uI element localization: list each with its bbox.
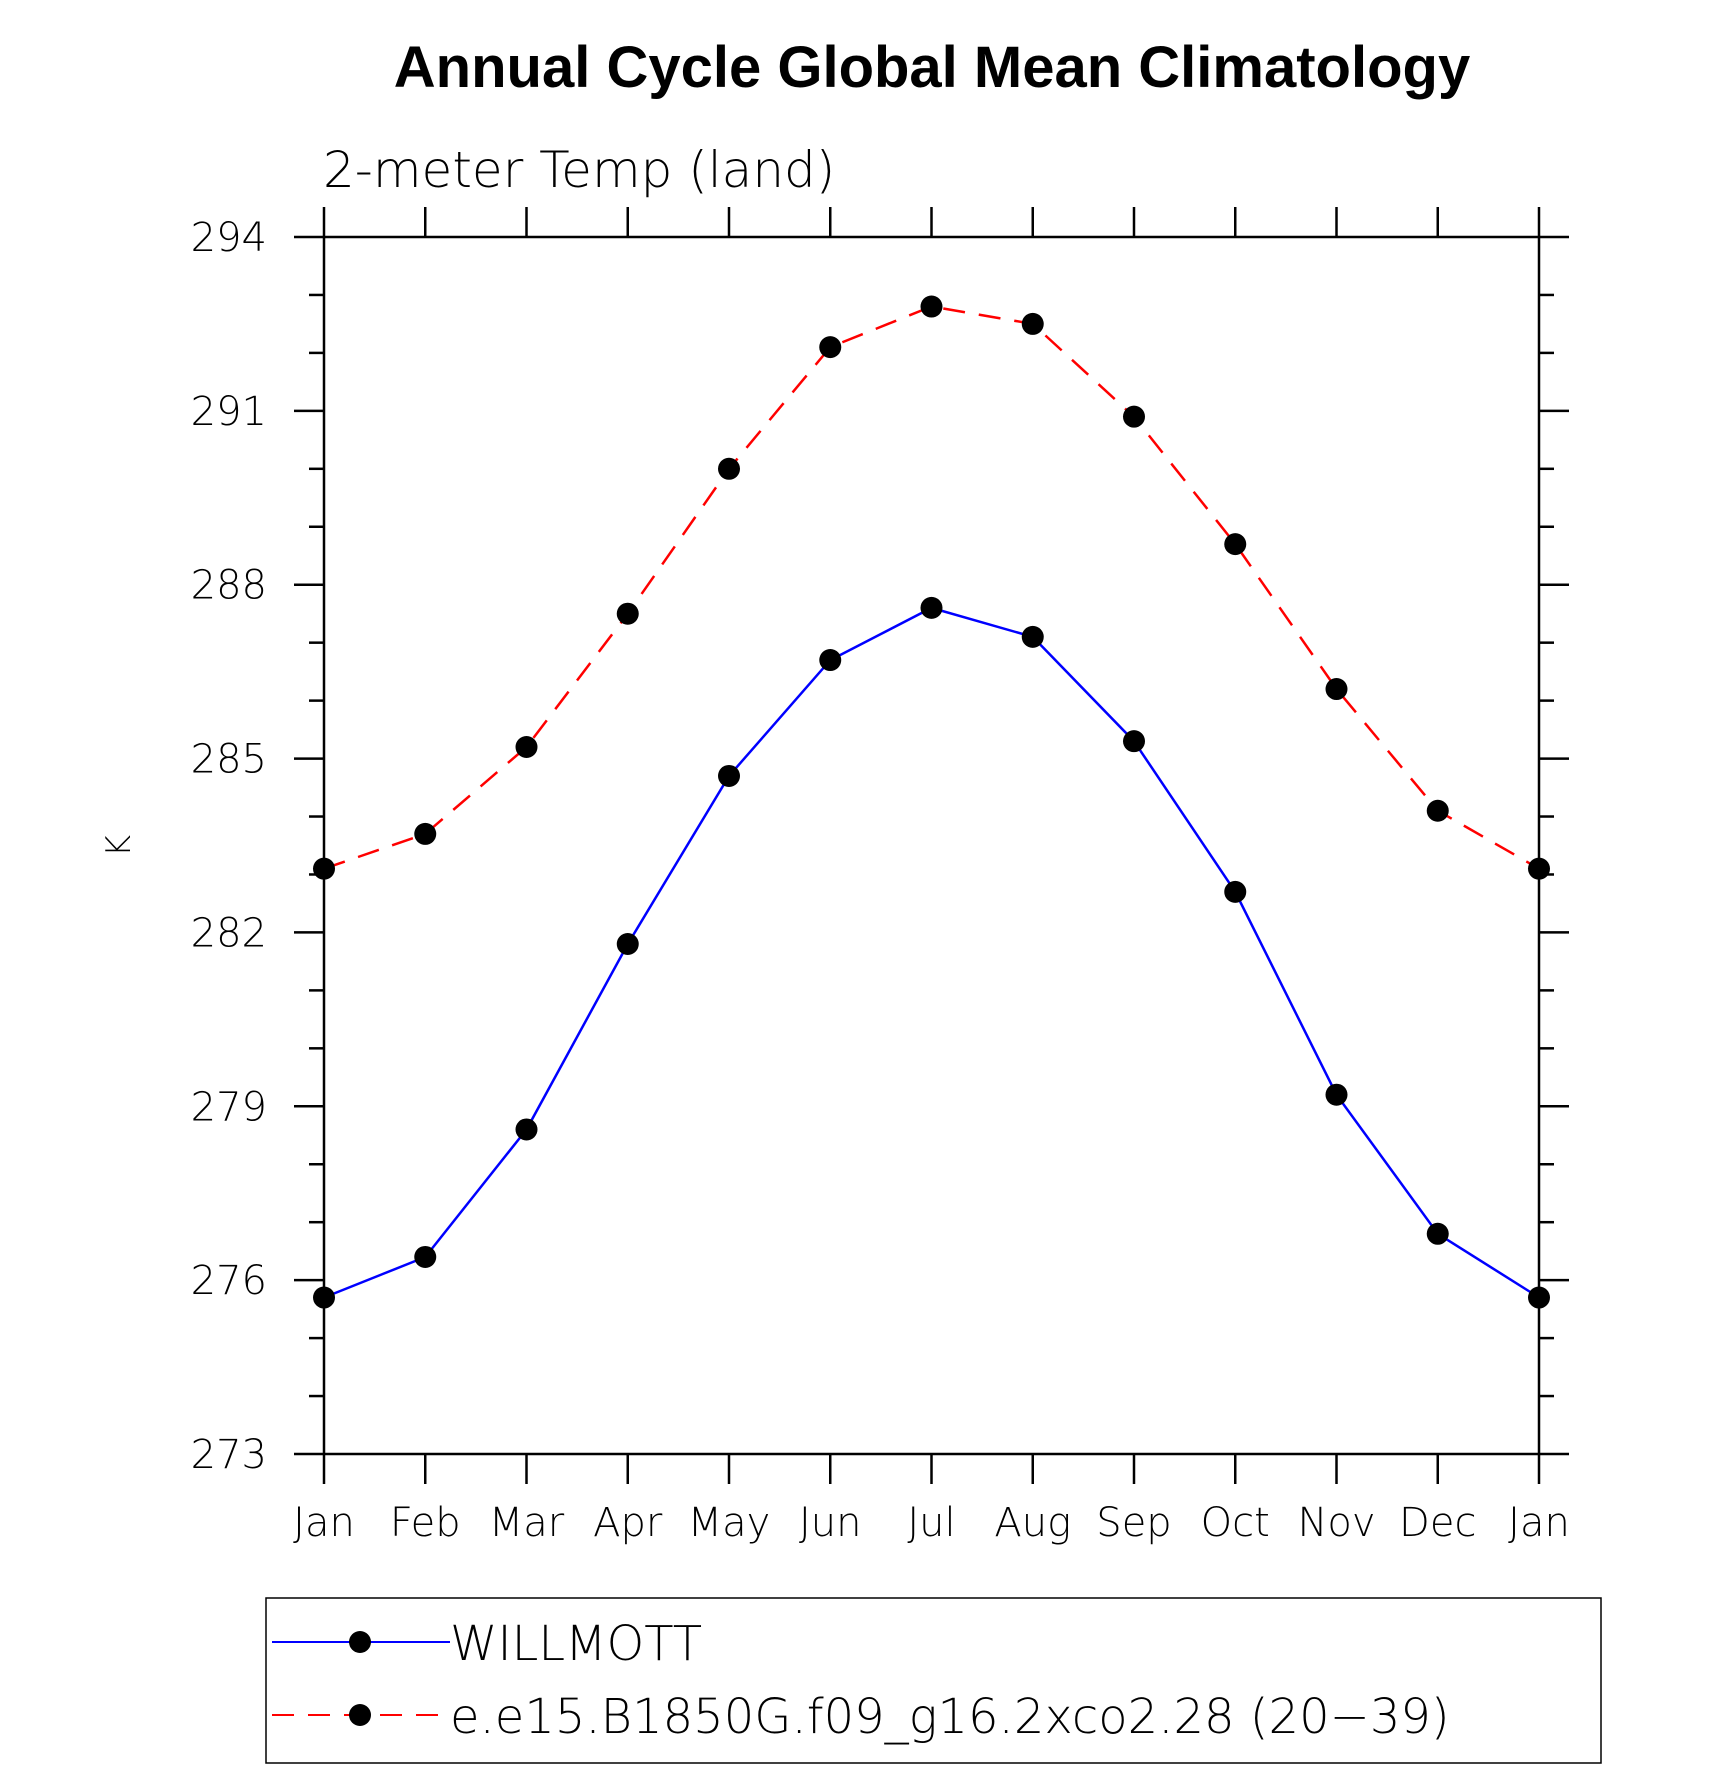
data-point-1-8: [1123, 405, 1145, 428]
x-tick-label: Jan: [293, 1500, 355, 1546]
data-point-0-0: [313, 1286, 335, 1309]
data-point-1-4: [718, 457, 740, 480]
data-point-0-3: [616, 933, 639, 956]
x-tick-label: Feb: [390, 1500, 461, 1546]
data-point-1-3: [616, 602, 639, 625]
x-tick-label: May: [688, 1500, 771, 1546]
x-tick-label: Apr: [593, 1500, 663, 1546]
x-tick-label: Dec: [1399, 1500, 1476, 1546]
data-point-0-11: [1426, 1222, 1449, 1245]
x-tick-label: Jul: [907, 1500, 955, 1546]
data-point-0-12: [1528, 1286, 1550, 1309]
data-point-0-2: [515, 1118, 538, 1141]
series-group: [313, 295, 1550, 1309]
x-tick-labels: Jan Feb Mar Apr May Jun Jul Aug Sep Oct Nov Dec Jan: [293, 1500, 1570, 1546]
legend-marker-willmott: [349, 1631, 371, 1653]
data-point-1-7: [1021, 312, 1044, 335]
x-tick-label: Mar: [489, 1500, 565, 1546]
data-point-1-10: [1325, 678, 1348, 701]
legend-label-willmott: WILLMOTT: [450, 1616, 702, 1672]
x-tick-label: Jun: [799, 1500, 862, 1546]
data-point-0-1: [414, 1245, 437, 1268]
data-point-0-5: [819, 649, 842, 672]
data-point-1-6: [920, 295, 943, 318]
y-tick-label: 276: [191, 1258, 267, 1304]
y-tick-label: 282: [191, 910, 267, 956]
data-point-1-11: [1426, 799, 1449, 822]
data-point-0-9: [1224, 880, 1247, 903]
y-tick-label: 291: [191, 389, 267, 435]
legend-label-model: e.e15.B1850G.f09_g16.2xco2.28 (20−39): [450, 1689, 1450, 1745]
x-tick-label: Oct: [1201, 1500, 1270, 1546]
x-tick-label: Jan: [1508, 1500, 1570, 1546]
y-tick-label: 273: [191, 1432, 267, 1478]
data-point-1-5: [819, 336, 842, 359]
chart-subtitle: 2-meter Temp (land): [323, 141, 835, 199]
data-point-1-1: [414, 822, 437, 845]
data-point-1-12: [1528, 857, 1550, 880]
data-point-0-6: [920, 596, 943, 619]
x-tick-label: Sep: [1096, 1500, 1171, 1546]
data-point-1-0: [313, 857, 335, 880]
data-point-1-2: [515, 735, 538, 758]
data-point-0-10: [1325, 1083, 1348, 1106]
x-tick-label: Aug: [994, 1500, 1071, 1546]
plot-frame: [322, 235, 1541, 1456]
data-point-0-4: [718, 764, 740, 787]
series-line-1: [323, 305, 1540, 870]
axis-ticks: [294, 207, 1569, 1484]
y-axis-label: K: [99, 835, 139, 857]
y-tick-label: 288: [191, 563, 267, 609]
legend: WILLMOTT e.e15.B1850G.f09_g16.2xco2.28 (…: [265, 1597, 1602, 1764]
y-tick-label: 285: [191, 737, 267, 783]
y-tick-label: 294: [191, 215, 267, 261]
data-point-1-9: [1224, 533, 1247, 556]
chart-title: Annual Cycle Global Mean Climatology: [394, 35, 1470, 100]
y-tick-labels: 273 276 279 282 285 288 291 294: [191, 215, 267, 1478]
x-tick-label: Nov: [1297, 1500, 1375, 1546]
series-line-0: [323, 606, 1540, 1299]
data-point-0-8: [1123, 730, 1145, 753]
legend-marker-model: [349, 1704, 371, 1726]
legend-box: [265, 1597, 1602, 1764]
y-tick-label: 279: [191, 1084, 267, 1130]
data-point-0-7: [1021, 625, 1044, 648]
